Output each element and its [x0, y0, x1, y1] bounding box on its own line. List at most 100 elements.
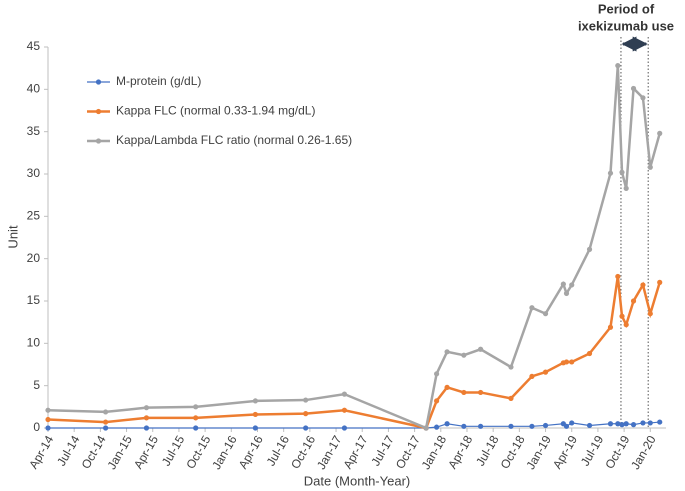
- y-tick-label: 25: [27, 209, 41, 223]
- data-point: [630, 85, 637, 92]
- data-point: [619, 422, 625, 428]
- data-point: [252, 425, 258, 431]
- data-point: [341, 425, 348, 431]
- data-point: [615, 63, 621, 69]
- data-point: [623, 185, 629, 191]
- x-tick-label: Apr-19: [550, 433, 580, 471]
- data-point: [563, 290, 570, 296]
- data-point: [640, 420, 646, 426]
- data-point: [103, 419, 109, 425]
- x-tick-label: Jan-15: [104, 433, 135, 472]
- data-point: [193, 425, 199, 431]
- legend-label: M-protein (g/dL): [116, 74, 201, 88]
- annotation: ixekizumab use: [578, 18, 674, 33]
- data-point: [619, 169, 625, 175]
- data-point: [303, 425, 309, 431]
- x-tick-label: Apr-17: [340, 433, 370, 471]
- data-point: [615, 273, 621, 280]
- data-point: [586, 422, 593, 429]
- annotation: Period of: [598, 1, 655, 16]
- data-point: [45, 416, 51, 423]
- data-point: [640, 282, 646, 288]
- x-tick-label: Jan-19: [523, 433, 554, 472]
- data-point: [529, 423, 535, 429]
- data-point: [508, 395, 514, 401]
- data-point: [569, 359, 575, 365]
- data-point: [461, 389, 467, 396]
- data-point: [630, 298, 637, 304]
- data-point: [647, 164, 653, 170]
- x-tick-label: Jan-16: [209, 433, 240, 472]
- y-tick-label: 15: [27, 293, 41, 307]
- data-point: [623, 322, 629, 328]
- data-point: [657, 130, 663, 136]
- x-tick-label: Apr-18: [445, 433, 475, 471]
- data-point: [423, 425, 429, 431]
- data-point: [434, 371, 440, 377]
- series-line: [47, 65, 661, 430]
- data-point: [607, 170, 614, 176]
- data-point: [143, 405, 150, 411]
- data-point: [478, 389, 484, 396]
- data-point: [434, 398, 440, 404]
- y-tick-label: 10: [27, 336, 41, 350]
- data-point: [542, 369, 549, 375]
- y-tick-label: 0: [33, 420, 40, 434]
- data-point: [444, 384, 450, 390]
- legend-label: Kappa FLC (normal 0.33-1.94 mg/dL): [116, 104, 315, 118]
- legend-swatch: [95, 108, 102, 115]
- legend-swatch: [95, 138, 102, 144]
- data-point: [143, 415, 150, 421]
- y-tick-label: 20: [27, 251, 41, 265]
- y-tick-label: 40: [27, 82, 41, 96]
- y-axis-title: Unit: [5, 225, 20, 249]
- data-point: [478, 423, 484, 429]
- data-point: [569, 420, 575, 426]
- data-point: [542, 311, 549, 317]
- data-point: [647, 420, 653, 426]
- data-point: [529, 373, 535, 379]
- data-point: [560, 281, 566, 287]
- y-tick-label: 5: [33, 378, 40, 392]
- data-point: [341, 391, 348, 397]
- data-point: [542, 422, 549, 429]
- data-point: [623, 421, 629, 427]
- data-point: [607, 421, 614, 427]
- data-point: [193, 404, 199, 410]
- data-point: [303, 411, 309, 417]
- data-point: [563, 423, 570, 429]
- data-point: [615, 421, 621, 427]
- data-point: [529, 305, 535, 311]
- data-point: [303, 397, 309, 403]
- x-tick-label: Apr-14: [26, 433, 56, 471]
- data-point: [619, 313, 625, 319]
- data-point: [103, 425, 109, 431]
- data-point: [647, 311, 653, 317]
- data-point: [586, 246, 593, 252]
- data-point: [461, 423, 467, 429]
- y-tick-label: 30: [27, 166, 41, 180]
- data-point: [569, 282, 575, 288]
- legend-label: Kappa/Lambda FLC ratio (normal 0.26-1.65…: [116, 133, 352, 147]
- data-point: [434, 424, 440, 430]
- legend-swatch: [95, 79, 102, 85]
- x-axis-title: Date (Month-Year): [304, 473, 410, 488]
- data-point: [461, 352, 467, 358]
- series: [45, 273, 663, 431]
- x-tick-label: Jan-17: [314, 433, 345, 472]
- series: [45, 419, 663, 431]
- x-tick-label: Apr-15: [131, 433, 161, 471]
- data-point: [657, 419, 663, 425]
- data-point: [508, 423, 514, 429]
- x-tick-label: Jan-18: [419, 433, 450, 472]
- data-point: [143, 425, 150, 431]
- data-point: [193, 415, 199, 421]
- data-point: [508, 364, 514, 370]
- data-point: [607, 324, 614, 330]
- data-point: [586, 350, 593, 357]
- data-point: [252, 398, 258, 404]
- series-line: [47, 276, 661, 430]
- data-point: [444, 349, 450, 355]
- y-tick-label: 45: [27, 39, 41, 53]
